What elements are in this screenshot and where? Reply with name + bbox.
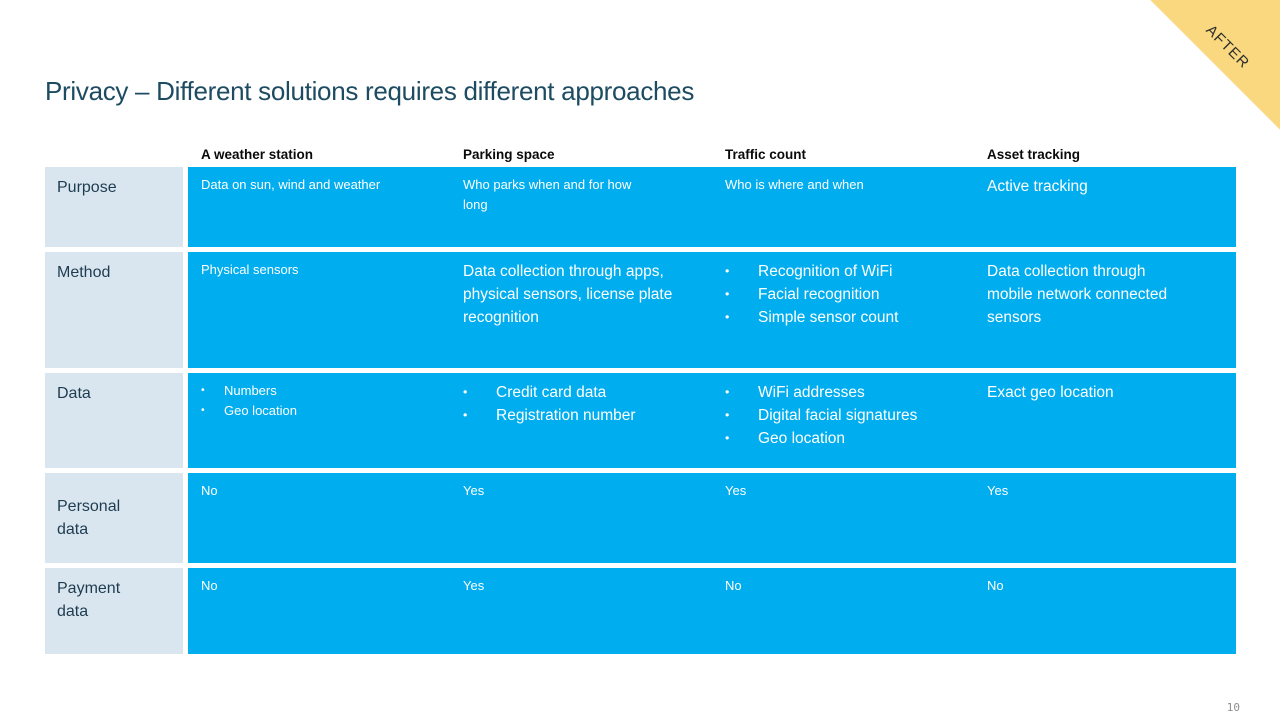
column-header-weather-station: A weather station	[201, 147, 314, 162]
cell-personal-traffic: Yes	[712, 473, 974, 563]
table-row-payment-data: Payment data No Yes No No	[45, 568, 1236, 654]
cell-method-asset: Data collection through mobile network c…	[974, 252, 1236, 368]
cell-personal-weather: No	[188, 473, 450, 563]
cell-method-parking: Data collection through apps, physical s…	[450, 252, 712, 368]
table-row-purpose: Purpose Data on sun, wind and weather Wh…	[45, 167, 1236, 247]
after-ribbon-label: AFTER	[1202, 21, 1253, 73]
cell-data-traffic: • WiFi addresses • Digital facial signatur…	[712, 373, 974, 468]
column-header-parking-space: Parking space	[463, 147, 555, 162]
cell-payment-asset: No	[974, 568, 1236, 654]
slide-title: Privacy – Different solutions requires d…	[45, 76, 695, 106]
cell-payment-parking: Yes	[450, 568, 712, 654]
bullet-icon: •	[463, 408, 468, 422]
cell-purpose-parking: Who parks when and for how long	[450, 167, 712, 247]
cell-purpose-traffic: Who is where and when	[712, 167, 974, 247]
bullet-icon: •	[725, 408, 730, 422]
table-row-personal-data: Personal data No Yes Yes Yes	[45, 473, 1236, 563]
row-label-purpose: Purpose	[45, 167, 183, 247]
table-row-data: Data • Numbers • Geo location • Credit card…	[45, 373, 1236, 468]
row-label-payment-data: Payment data	[45, 568, 183, 654]
cell-data-parking: • Credit card data • Registration number	[450, 373, 712, 468]
bullet-item: • Facial recognition	[725, 283, 958, 306]
bullet-item: • Geo location	[725, 427, 958, 450]
row-label-personal-data: Personal data	[45, 473, 183, 563]
comparison-table: A weather station Parking space Traffic …	[45, 140, 1236, 659]
row-label-method: Method	[45, 252, 183, 368]
row-label-data: Data	[45, 373, 183, 468]
bullet-item: • Numbers	[201, 381, 434, 401]
bullet-icon: •	[725, 431, 730, 445]
cell-method-weather: Physical sensors	[188, 252, 450, 368]
cell-purpose-asset: Active tracking	[974, 167, 1236, 247]
bullet-icon: •	[725, 385, 730, 399]
cell-payment-traffic: No	[712, 568, 974, 654]
column-header-asset-tracking: Asset tracking	[987, 147, 1081, 162]
bullet-item: • Geo location	[201, 401, 434, 421]
bullet-item: • WiFi addresses	[725, 381, 958, 404]
bullet-item: • Digital facial signatures	[725, 404, 958, 427]
bullet-item: • Credit card data	[463, 381, 696, 404]
bullet-icon: •	[463, 385, 468, 399]
bullet-icon: •	[201, 405, 205, 416]
table-row-method: Method Physical sensors Data collection …	[45, 252, 1236, 368]
bullet-item: • Simple sensor count	[725, 306, 958, 329]
bullet-icon: •	[725, 310, 730, 324]
column-header-traffic-count: Traffic count	[725, 147, 807, 162]
bullet-icon: •	[201, 385, 205, 396]
cell-personal-parking: Yes	[450, 473, 712, 563]
cell-data-asset: Exact geo location	[974, 373, 1236, 468]
bullet-item: • Registration number	[463, 404, 696, 427]
bullet-icon: •	[725, 264, 730, 278]
bullet-item: • Recognition of WiFi	[725, 260, 958, 283]
page-number: 10	[1226, 701, 1240, 714]
bullet-icon: •	[725, 287, 730, 301]
column-header-row: A weather station Parking space Traffic …	[45, 140, 1236, 162]
cell-data-weather: • Numbers • Geo location	[188, 373, 450, 468]
cell-purpose-weather: Data on sun, wind and weather	[188, 167, 450, 247]
cell-payment-weather: No	[188, 568, 450, 654]
cell-method-traffic: • Recognition of WiFi • Facial recognition…	[712, 252, 974, 368]
cell-personal-asset: Yes	[974, 473, 1236, 563]
